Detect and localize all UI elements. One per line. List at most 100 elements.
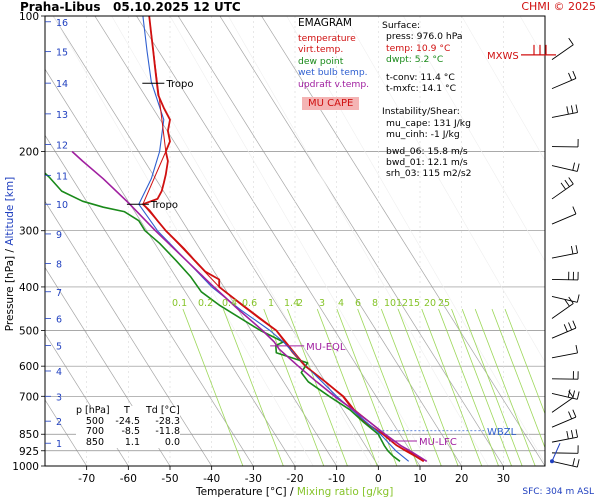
wind-barbs <box>550 37 580 468</box>
legend-item-virt-temp: virt.temp. <box>298 44 344 56</box>
mixing-ratio-label: 15 <box>408 298 420 309</box>
mixing-ratio-line <box>421 308 483 466</box>
tropopause-label: Tropo <box>165 79 193 90</box>
mu-cinh-value: mu_cinh: -1 J/kg <box>386 129 460 141</box>
wind-barb <box>551 458 580 468</box>
wind-barb <box>551 320 577 339</box>
mixing-ratio-line <box>263 308 325 466</box>
wind-barb <box>551 296 574 319</box>
wind-barb <box>551 271 579 281</box>
altitude-tick-label: 13 <box>56 110 68 121</box>
mixing-ratio-label: 1.4 <box>284 298 299 309</box>
isotherm-line <box>0 16 3 466</box>
mixing-ratio-label: 0.4 <box>222 298 237 309</box>
table-header-t: T <box>124 405 130 416</box>
wind-barb <box>551 389 580 400</box>
mixing-ratio-label: 20 <box>424 298 436 309</box>
altitude-tick-label: 1 <box>56 439 62 450</box>
altitude-tick-label: 14 <box>56 79 68 90</box>
legend-title: EMAGRAM <box>298 17 352 29</box>
wind-barb <box>551 409 577 428</box>
station-name: Praha-Libus <box>20 0 101 14</box>
mixing-ratio-label: 3 <box>319 298 325 309</box>
surface-title: Surface: <box>382 20 421 31</box>
legend-item-updraft: updraft v.temp. <box>298 78 370 90</box>
altitude-tick-label: 9 <box>56 230 62 241</box>
mixing-ratio-label: 1 <box>268 298 274 309</box>
profile-lines <box>45 16 428 463</box>
isotherm-line <box>52 16 337 466</box>
mixing-ratio-label: 0.1 <box>172 298 187 309</box>
isotherm-line <box>45 266 171 466</box>
isotherm-line <box>45 200 212 466</box>
mixing-ratio-label: 25 <box>438 298 450 309</box>
altitude-tick-label: 6 <box>56 314 62 325</box>
mixing-ratio-line <box>474 308 536 466</box>
table-header-p: p [hPa] <box>76 405 110 416</box>
surface-pressure: press: 976.0 hPa <box>386 31 463 43</box>
series-updraft-v-temp <box>71 150 428 462</box>
grid <box>0 16 545 466</box>
mixing-ratio-line <box>357 308 419 466</box>
y-tick-label: 1000 <box>12 461 39 473</box>
mixing-ratio-line <box>491 308 545 449</box>
mxws-label: MXWS <box>487 51 519 62</box>
y-tick-label: 850 <box>19 429 39 441</box>
x-tick-label: 10 <box>413 473 426 485</box>
surface-dewpoint: dwpt: 5.2 °C <box>386 54 444 66</box>
isotherm-line <box>261 16 545 466</box>
mixing-ratio-line <box>222 308 284 466</box>
table-row: 850 1.1 0.0 <box>85 436 180 448</box>
wind-barb <box>551 138 579 148</box>
dry-adiabat <box>344 16 545 363</box>
dry-adiabat <box>519 16 545 60</box>
y-axis-title-separator: / <box>4 245 16 256</box>
x-axis-title-mixing: Mixing ratio [g/kg] <box>296 486 394 498</box>
x-tick-label: -30 <box>245 473 262 485</box>
isotherm-line <box>45 134 254 466</box>
legend: EMAGRAM temperature virt.temp. dew point… <box>298 17 370 110</box>
mixing-ratio-line <box>397 308 459 466</box>
isotherm-line <box>45 68 296 466</box>
dry-adiabat <box>461 16 545 161</box>
mixing-ratio-label: 0.2 <box>198 298 213 309</box>
y-axis-title-altitude: Altitude [km] <box>4 176 16 246</box>
table-header-td: Td [°C] <box>146 405 180 416</box>
y-tick-label: 700 <box>19 391 39 403</box>
bwd-06-value: bwd_06: 15.8 m/s <box>386 145 468 157</box>
dry-adiabat <box>286 16 545 464</box>
mixing-ratio-line <box>182 308 244 466</box>
wind-barb <box>551 177 574 200</box>
x-tick-label: -50 <box>161 473 178 485</box>
surface-wind-dot <box>550 459 554 464</box>
isotherm-line <box>177 16 462 466</box>
instability-title: Instability/Shear: <box>382 106 460 118</box>
mixing-ratio-line <box>451 308 512 466</box>
wind-barb <box>551 429 578 443</box>
level-table: p [hPa] T Td [°C] 500 -24.5 -28.3 700 -8… <box>76 405 180 448</box>
mixing-ratio-label: 8 <box>372 298 378 309</box>
sounding-time: 05.10.2025 12 UTC <box>113 0 241 14</box>
x-tick-label: 30 <box>497 473 510 485</box>
y-tick-label: 500 <box>19 326 39 338</box>
mixing-ratio-line <box>316 308 378 466</box>
credit-label: CHMI © 2025 <box>521 0 596 13</box>
altitude-tick-label: 15 <box>56 48 68 59</box>
wind-barb <box>551 37 574 60</box>
table-row: 500 -24.5 -28.3 <box>85 415 180 427</box>
y-tick-label: 925 <box>19 446 39 458</box>
wind-barb <box>551 445 579 454</box>
isotherm-line <box>219 16 504 466</box>
x-axis-title-temperature: Temperature [°C] <box>196 486 287 498</box>
mu-cape-badge: MU CAPE <box>302 96 360 110</box>
mixing-ratio-line <box>438 308 499 466</box>
y-axis-title: Pressure [hPa] / Altitude [km] <box>4 154 16 354</box>
altitude-tick-label: 10 <box>56 200 68 211</box>
mixing-ratio-label: 2 <box>297 298 303 309</box>
series-temperature <box>142 16 425 463</box>
mu-lfc-label: MU-LFC <box>419 437 457 448</box>
y-tick-label: 400 <box>19 282 39 294</box>
wind-barb <box>551 390 574 413</box>
altitude-tick-label: 12 <box>56 141 68 152</box>
